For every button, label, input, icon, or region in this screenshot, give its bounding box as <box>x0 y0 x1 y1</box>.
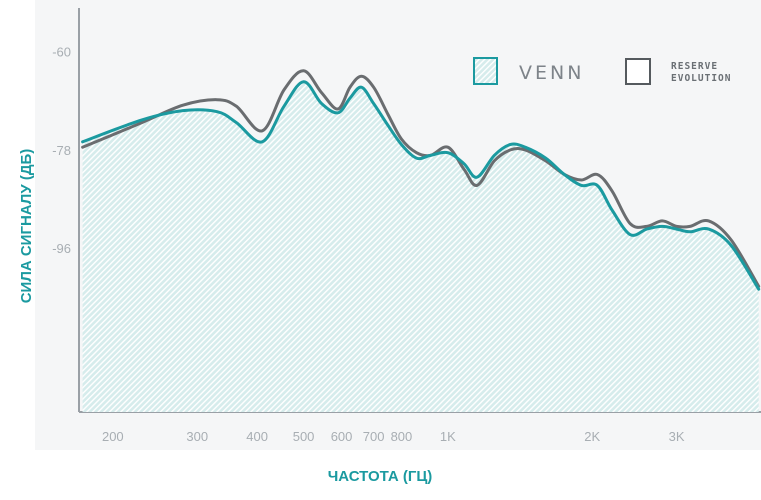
x-tick-label: 800 <box>391 429 413 444</box>
y-tick-label: -60 <box>52 45 71 60</box>
y-axis-title: СИЛА СИГНАЛУ (ДБ) <box>18 149 35 304</box>
x-tick-label: 2K <box>584 429 600 444</box>
x-tick-label: 300 <box>186 429 208 444</box>
legend: VENN RESERVE EVOLUTION <box>473 57 731 85</box>
y-tick-labels: -60 -78 -96 <box>52 45 71 257</box>
series-area-venn <box>82 81 759 412</box>
area-layer <box>82 81 759 412</box>
x-tick-label: 1K <box>440 429 456 444</box>
x-axis-title: ЧАСТОТА (ГЦ) <box>328 468 433 485</box>
series-line-venn <box>81 80 761 291</box>
legend-swatch-venn <box>473 57 498 85</box>
x-tick-labels: 200 300 400 500 600 700 800 1K 2K 3K <box>102 429 685 444</box>
x-tick-label: 200 <box>102 429 124 444</box>
line-layer <box>81 69 761 291</box>
y-tick-label: -78 <box>52 143 71 158</box>
legend-label-reserve-line2: EVOLUTION <box>671 73 731 84</box>
x-tick-label: 700 <box>363 429 385 444</box>
legend-label-reserve-line1: RESERVE <box>671 61 718 72</box>
x-tick-label: 500 <box>293 429 315 444</box>
x-tick-label: 400 <box>246 429 268 444</box>
y-tick-label: -96 <box>52 241 71 256</box>
legend-label-venn: VENN <box>519 62 584 84</box>
legend-swatch-reserve-evolution <box>625 58 651 85</box>
x-tick-label: 3K <box>669 429 685 444</box>
x-tick-label: 600 <box>331 429 353 444</box>
